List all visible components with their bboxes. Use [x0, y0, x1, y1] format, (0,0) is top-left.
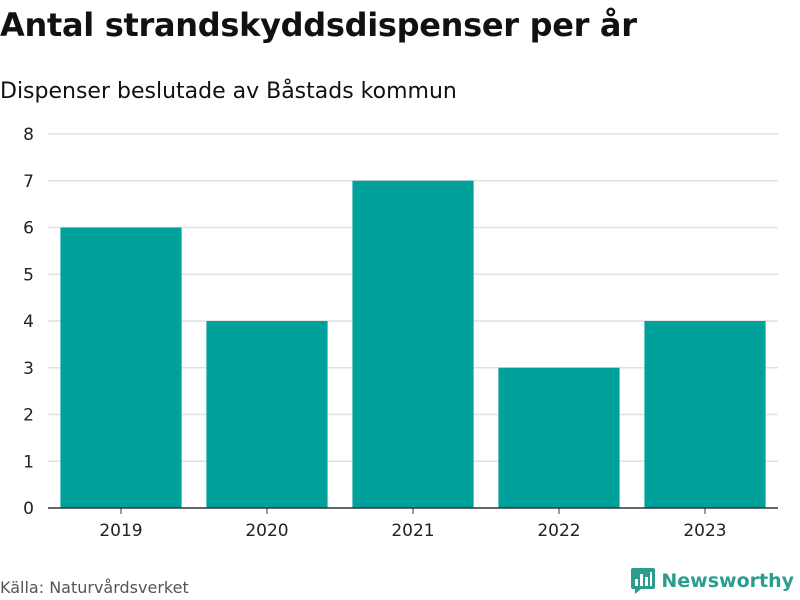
x-tick-label: 2019 [99, 521, 142, 541]
bars [60, 180, 766, 508]
bar-2022 [498, 367, 620, 508]
bar-2020 [206, 321, 328, 508]
x-tick-label: 2023 [683, 521, 726, 541]
x-tick-label: 2021 [391, 521, 434, 541]
chart-subtitle: Dispenser beslutade av Båstads kommun [0, 79, 457, 104]
y-tick-label: 8 [23, 125, 34, 145]
chart-title: Antal strandskyddsdispenser per år [0, 6, 637, 44]
x-tick-label: 2020 [245, 521, 288, 541]
y-tick-label: 7 [23, 172, 34, 192]
bar-2021 [352, 180, 474, 508]
y-tick-label: 0 [23, 499, 34, 519]
source-note: Källa: Naturvårdsverket [0, 578, 189, 597]
y-tick-label: 1 [23, 452, 34, 472]
y-tick-label: 4 [23, 312, 34, 332]
brand-name: Newsworthy [661, 570, 794, 592]
x-tick-label: 2022 [537, 521, 580, 541]
y-tick-label: 3 [23, 359, 34, 379]
y-tick-label: 6 [23, 219, 34, 239]
axes [48, 507, 778, 514]
bar-2019 [60, 227, 182, 508]
y-tick-label: 2 [23, 406, 34, 426]
bar-2023 [644, 321, 766, 508]
brand-logo: Newsworthy [631, 568, 794, 594]
y-tick-label: 5 [23, 265, 34, 285]
tick-labels: 0 1 2 3 4 5 6 7 8 2019 2020 2021 2022 2023 [23, 125, 726, 541]
newsworthy-logo-icon [631, 568, 656, 594]
